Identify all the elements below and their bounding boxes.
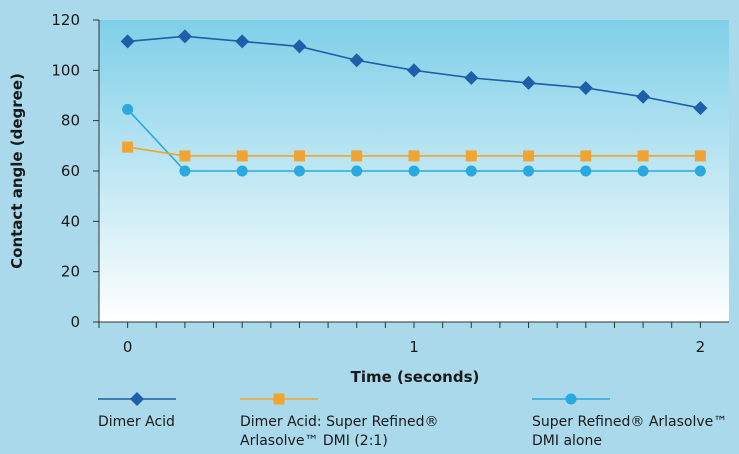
- x-tick-label: 2: [696, 338, 706, 356]
- y-tick-label: 0: [70, 313, 80, 331]
- data-point: [521, 75, 536, 90]
- y-tick-label: 80: [61, 112, 80, 130]
- data-point: [120, 34, 135, 49]
- legend-swatch-marker: [130, 392, 144, 406]
- series-0: [120, 29, 708, 116]
- data-point: [351, 150, 363, 162]
- data-point: [293, 150, 305, 162]
- series-layer: [120, 29, 708, 177]
- legend-label-line: Dimer Acid: Super Refined®: [240, 414, 439, 430]
- data-point: [236, 165, 248, 177]
- y-tick-label: 60: [61, 162, 80, 180]
- data-point: [523, 165, 535, 177]
- data-point: [465, 150, 477, 162]
- x-tick-label: 1: [409, 338, 419, 356]
- data-point: [408, 150, 420, 162]
- legend-label-dmi-alone: Super Refined® Arlasolve™ DMI alone: [532, 413, 727, 451]
- data-point: [122, 103, 134, 115]
- data-point: [236, 150, 248, 162]
- data-point: [580, 165, 592, 177]
- legend-label-dimer-acid: Dimer Acid: [98, 413, 175, 432]
- data-point: [636, 89, 651, 104]
- legend-label-dimer-acid-dmi: Dimer Acid: Super Refined® Arlasolve™ DM…: [240, 413, 438, 451]
- data-point: [694, 165, 706, 177]
- data-point: [580, 150, 592, 162]
- data-point: [408, 165, 420, 177]
- legend-label-line: Arlasolve™ DMI (2:1): [240, 433, 388, 449]
- data-point: [293, 165, 305, 177]
- data-point: [637, 150, 649, 162]
- data-point: [407, 63, 421, 78]
- y-tick-label: 40: [61, 212, 80, 230]
- legend-label-line: DMI alone: [532, 433, 602, 449]
- legend-label-line: Super Refined® Arlasolve™: [532, 414, 728, 430]
- legend-markers: [98, 392, 610, 406]
- data-point: [179, 150, 191, 162]
- y-axis-title: Contact angle (degree): [8, 73, 26, 269]
- y-tick-label: 20: [61, 263, 80, 281]
- data-point: [179, 165, 191, 177]
- y-tick-label: 120: [51, 11, 80, 29]
- series-2: [122, 103, 706, 177]
- data-point: [694, 150, 706, 162]
- data-point: [349, 53, 364, 68]
- x-axis-title: Time (seconds): [351, 368, 480, 386]
- data-point: [465, 165, 477, 177]
- data-point: [122, 141, 134, 153]
- axes: 0 20 40 60 80 100 120 0 1 2: [51, 11, 729, 356]
- legend-swatch-marker: [273, 393, 285, 405]
- data-point: [693, 101, 708, 116]
- x-tick-label: 0: [123, 338, 133, 356]
- data-point: [523, 150, 535, 162]
- legend-label-line: Dimer Acid: [98, 414, 175, 430]
- data-point: [637, 165, 649, 177]
- data-point: [235, 34, 250, 49]
- y-tick-label: 100: [51, 61, 80, 79]
- legend-swatch-marker: [565, 393, 577, 405]
- data-point: [292, 39, 307, 54]
- data-point: [177, 29, 192, 44]
- data-point: [578, 80, 593, 95]
- series-1: [122, 141, 706, 162]
- data-point: [351, 165, 363, 177]
- data-point: [464, 70, 479, 85]
